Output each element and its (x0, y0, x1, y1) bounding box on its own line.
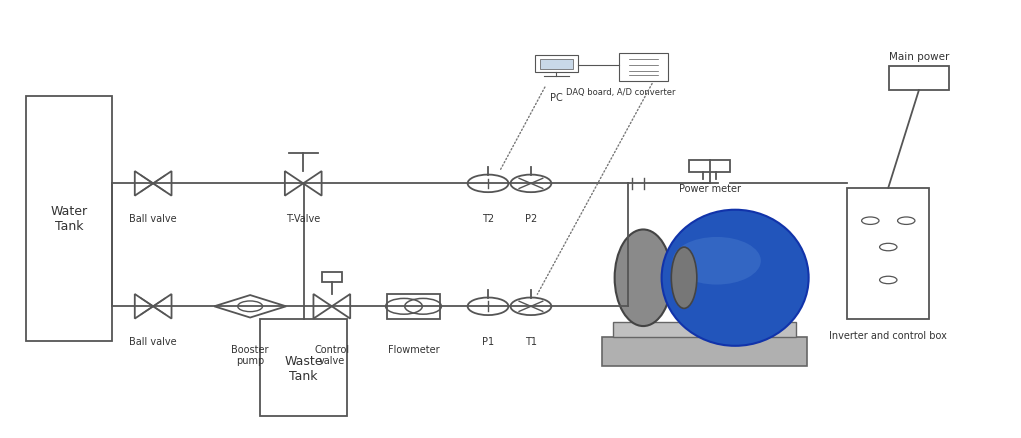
Ellipse shape (673, 237, 761, 285)
Text: Power meter: Power meter (679, 184, 740, 194)
Text: P1: P1 (482, 336, 494, 346)
Ellipse shape (672, 247, 697, 309)
Text: T2: T2 (482, 214, 494, 224)
FancyBboxPatch shape (613, 322, 796, 337)
Ellipse shape (615, 230, 672, 326)
Text: Flowmeter: Flowmeter (388, 344, 439, 354)
Text: T1: T1 (525, 336, 537, 346)
Text: Ball valve: Ball valve (130, 214, 177, 224)
Text: P2: P2 (525, 214, 537, 224)
FancyBboxPatch shape (602, 337, 807, 366)
Text: Booster
pump: Booster pump (232, 344, 269, 365)
Ellipse shape (662, 210, 809, 346)
Text: Control
valve: Control valve (314, 344, 349, 365)
Text: Inverter and control box: Inverter and control box (829, 331, 947, 341)
FancyBboxPatch shape (540, 60, 573, 70)
Text: DAQ board, A/D converter: DAQ board, A/D converter (566, 88, 675, 97)
Text: Water
Tank: Water Tank (50, 205, 88, 233)
Text: Ball valve: Ball valve (130, 336, 177, 346)
Text: Waste
Tank: Waste Tank (285, 354, 323, 382)
Text: T-Valve: T-Valve (286, 214, 321, 224)
Text: Main power: Main power (888, 52, 950, 62)
Text: PC: PC (550, 92, 563, 102)
